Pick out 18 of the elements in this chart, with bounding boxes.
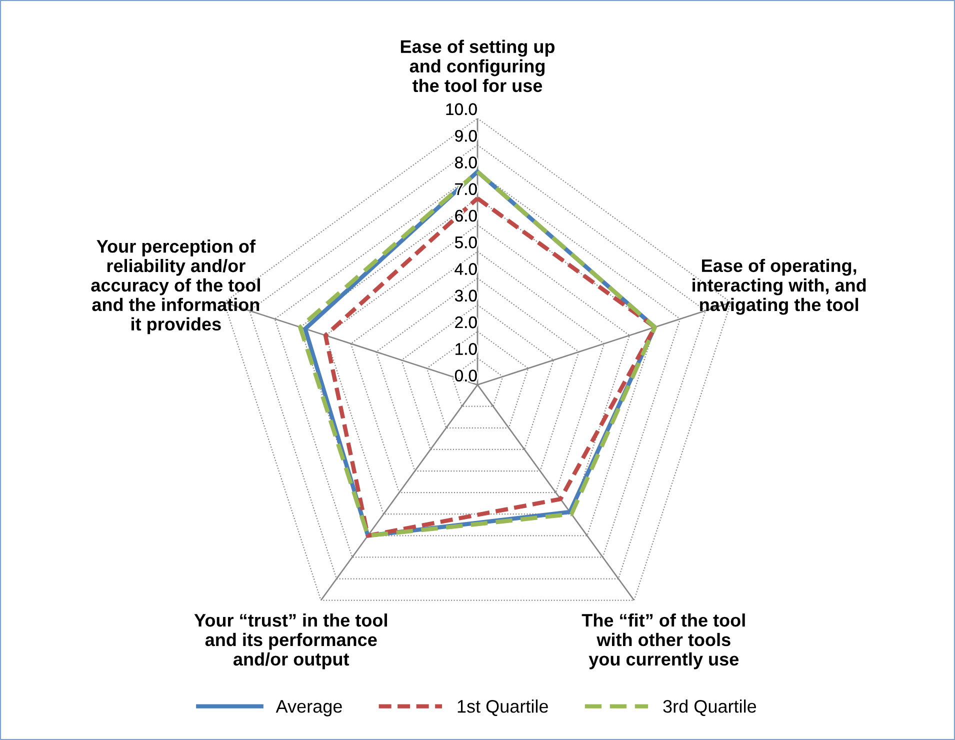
y-tick-label: 6.0 xyxy=(455,210,477,222)
spoke-label: Ease of operating, interacting with, and navigating the tool xyxy=(692,258,866,315)
spoke-label: Ease of setting up and configuring the tool for use xyxy=(400,40,555,92)
y-tick-label: 10.0 xyxy=(446,103,477,116)
y-tick-label: 4.0 xyxy=(454,263,477,275)
spoke-label: Your “trust” in the tool and its performance and/or output xyxy=(194,613,387,670)
legend-label: Average xyxy=(276,700,342,716)
y-tick-label: 9.0 xyxy=(455,130,477,142)
y-tick-label: 0.0 xyxy=(454,370,477,382)
legend-label: 3rd Quartile xyxy=(663,700,756,716)
spoke-label: Your perception of reliability and/or accuracy of the tool and the information it provides xyxy=(91,240,260,334)
legend-label: 1st Quartile xyxy=(458,700,548,716)
y-tick-label: 3.0 xyxy=(454,290,477,302)
y-tick-label: 8.0 xyxy=(455,156,477,168)
y-tick-label: 1.0 xyxy=(456,343,477,355)
y-tick-label: 5.0 xyxy=(455,236,477,248)
y-tick-label: 2.0 xyxy=(455,316,477,328)
spoke-label: The “fit” of the tool with other tools you currently use xyxy=(582,613,745,670)
